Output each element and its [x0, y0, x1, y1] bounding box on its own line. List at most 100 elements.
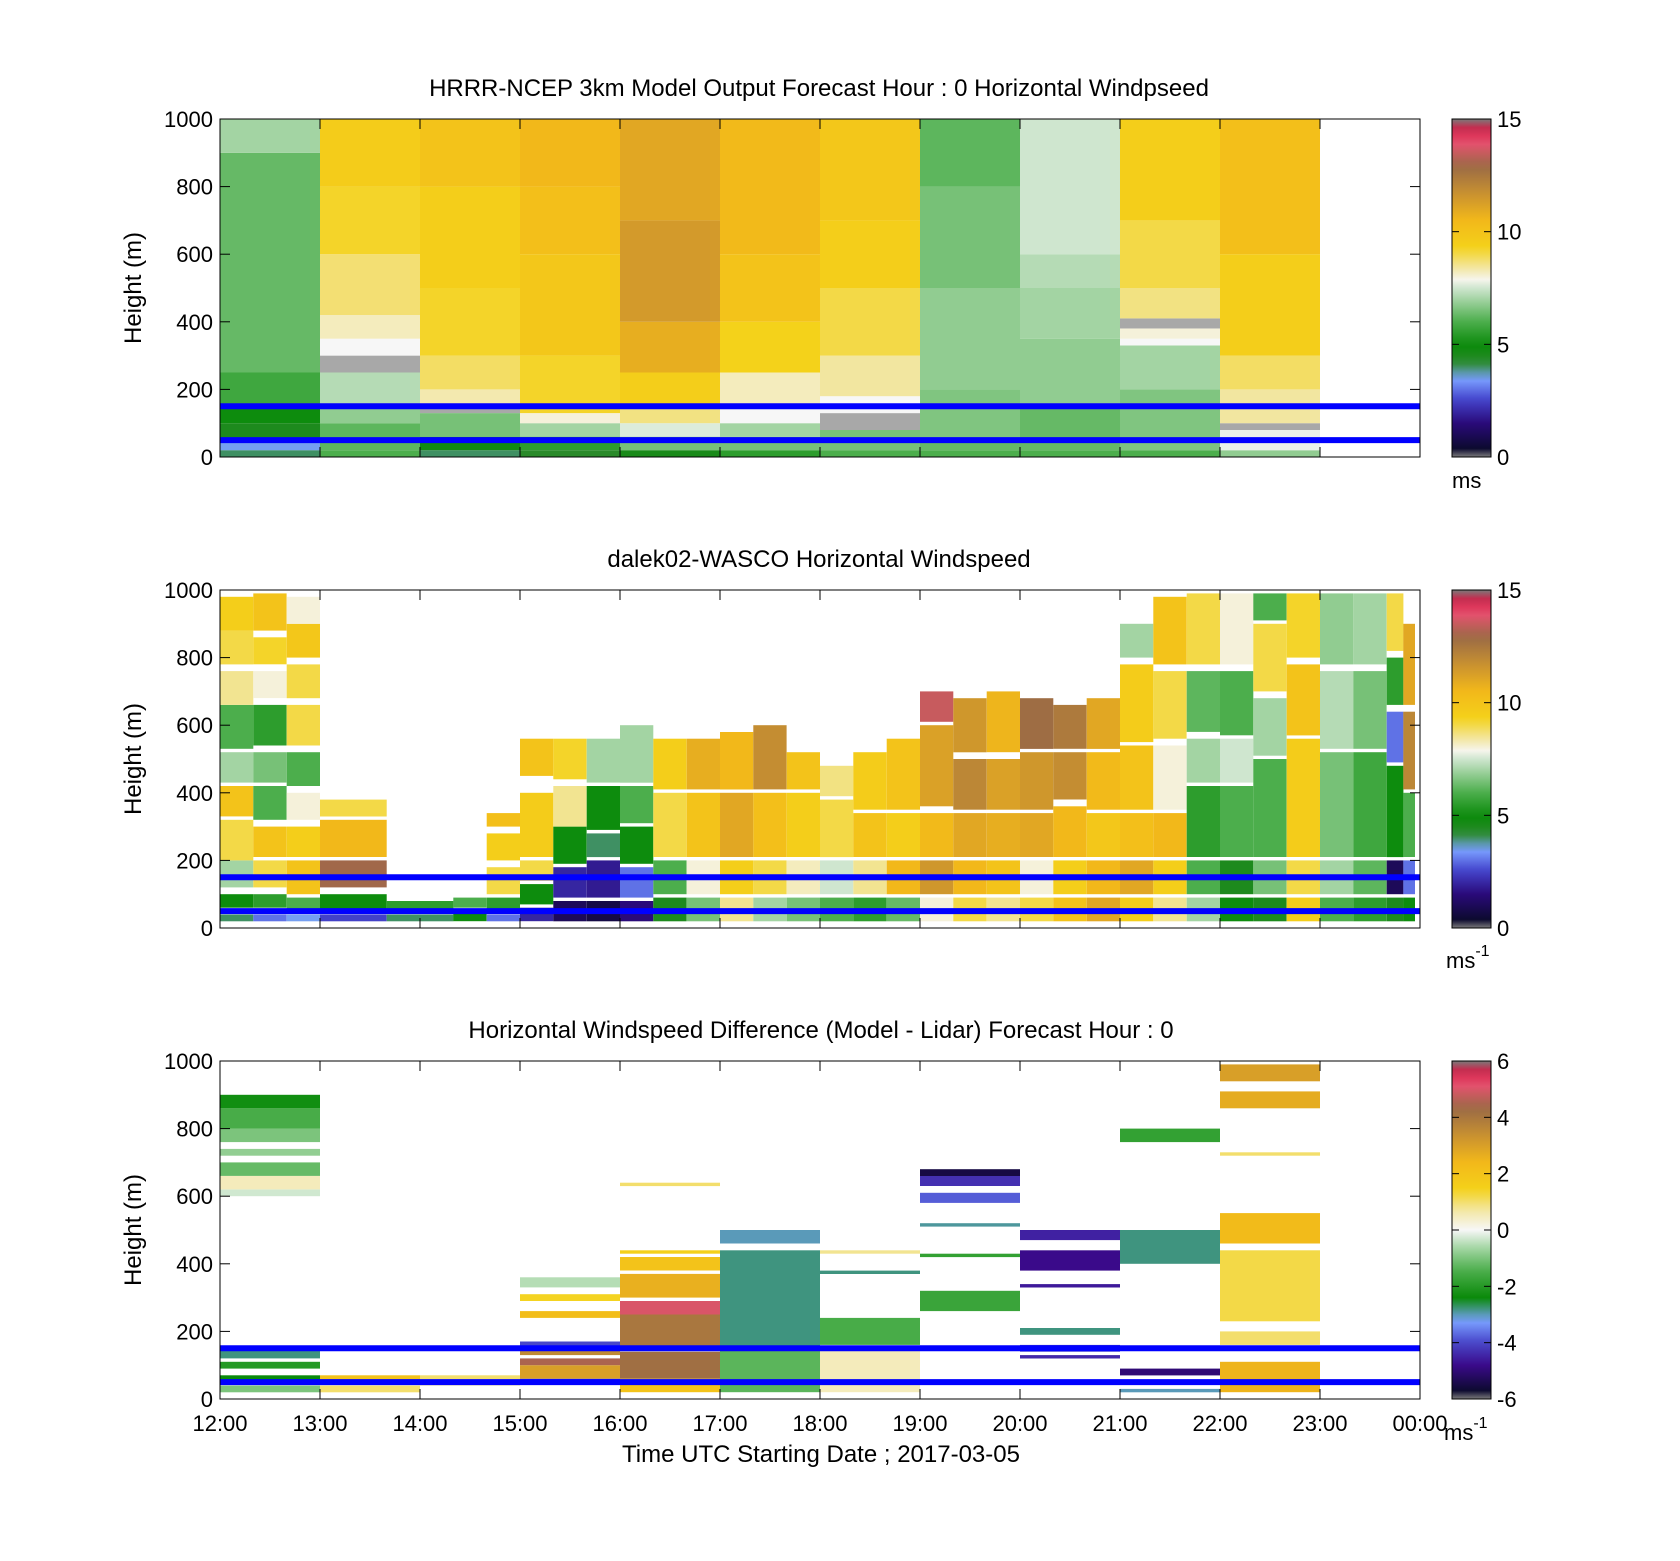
heatmap-cell	[620, 826, 654, 864]
heatmap-cell	[820, 220, 920, 288]
heatmap-cell	[520, 1341, 620, 1349]
heatmap-cell	[620, 372, 720, 407]
heatmap-cell	[1020, 813, 1054, 857]
heatmap-cell	[1220, 254, 1320, 356]
heatmap-cell	[420, 355, 520, 390]
panel-2-y-ticks: 0 200 400 600 800 1000	[164, 578, 1420, 941]
y-tick-label: 600	[176, 713, 213, 738]
heatmap-cell	[1220, 671, 1254, 736]
heatmap-cell	[620, 406, 720, 424]
heatmap-cell	[1403, 623, 1415, 705]
heatmap-cell	[686, 738, 720, 790]
heatmap-cell	[486, 897, 520, 912]
heatmap-cell	[420, 413, 520, 437]
heatmap-cell	[520, 186, 620, 255]
heatmap-cell	[1020, 1328, 1120, 1335]
heatmap-cell	[220, 894, 254, 908]
colorbar-tick-label: -4	[1497, 1331, 1517, 1356]
y-tick-label: 200	[176, 1319, 213, 1344]
heatmap-cell	[1220, 355, 1320, 390]
colorbar-tick-label: 6	[1497, 1049, 1509, 1074]
panel-1-title: HRRR-NCEP 3km Model Output Forecast Hour…	[429, 75, 1209, 102]
heatmap-cell	[420, 288, 520, 356]
heatmap-cell	[820, 355, 920, 397]
heatmap-cell	[1053, 806, 1087, 857]
heatmap-cell	[286, 623, 320, 658]
heatmap-cell	[620, 119, 720, 221]
x-tick-label: 18:00	[792, 1411, 847, 1436]
heatmap-cell	[920, 288, 1020, 390]
heatmap-cell	[1403, 711, 1415, 790]
heatmap-cell	[420, 119, 520, 187]
colorbar-tick-label: -6	[1497, 1387, 1517, 1412]
heatmap-cell	[253, 894, 287, 908]
heatmap-cell	[1253, 759, 1287, 857]
heatmap-cell	[553, 786, 587, 827]
heatmap-cell	[920, 691, 954, 722]
panel-3-title: Horizontal Windspeed Difference (Model -…	[468, 1017, 1173, 1044]
heatmap-cell	[220, 450, 320, 457]
heatmap-cell	[820, 765, 854, 797]
heatmap-cell	[253, 826, 287, 857]
heatmap-cell	[1020, 1250, 1120, 1271]
heatmap-cell	[620, 1301, 720, 1315]
heatmap-cell	[720, 1230, 820, 1244]
heatmap-cell	[1020, 119, 1120, 255]
heatmap-cell	[1220, 450, 1320, 457]
heatmap-cell	[920, 1192, 1020, 1203]
panel-3-x-ticks: 12:00 13:00 14:00 15:00 16:00 17:00 18:00 19:00…	[192, 1061, 1448, 1436]
x-tick-label: 12:00	[192, 1411, 247, 1436]
colorbar-tick-label: 2	[1497, 1162, 1509, 1187]
heatmap-cell	[953, 698, 987, 753]
heatmap-cell	[920, 186, 1020, 288]
heatmap-cell	[1120, 1230, 1220, 1264]
heatmap-cell	[1120, 1128, 1220, 1143]
heatmap-cell	[786, 792, 820, 857]
heatmap-cell	[1220, 1213, 1320, 1244]
heatmap-cell	[220, 1385, 320, 1393]
heatmap-cell	[220, 1162, 320, 1176]
heatmap-cell	[920, 1253, 1020, 1258]
heatmap-cell	[1386, 711, 1404, 763]
colorbar-tick-label: -2	[1497, 1274, 1517, 1299]
heatmap-cell	[1120, 119, 1220, 221]
heatmap-cell	[220, 1094, 320, 1109]
heatmap-cell	[586, 833, 620, 858]
heatmap-cell	[1403, 792, 1415, 857]
heatmap-cell	[520, 450, 620, 457]
heatmap-cell	[920, 1169, 1020, 1176]
x-tick-label: 16:00	[592, 1411, 647, 1436]
heatmap-cell	[220, 1175, 320, 1190]
colorbar-tick-label: 10	[1497, 691, 1521, 716]
heatmap-cell	[720, 792, 754, 857]
heatmap-cell	[386, 901, 454, 912]
heatmap-cell	[486, 867, 520, 895]
heatmap-cell	[1286, 738, 1320, 857]
heatmap-cell	[220, 860, 254, 888]
heatmap-cell	[1220, 1331, 1320, 1345]
heatmap-cell	[1120, 288, 1220, 319]
heatmap-cell	[420, 389, 520, 407]
heatmap-cell	[620, 1182, 720, 1187]
heatmap-cell	[1120, 1388, 1220, 1393]
heatmap-cell	[520, 1277, 620, 1288]
heatmap-cell	[1120, 328, 1220, 339]
heatmap-cell	[286, 914, 320, 922]
y-tick-label: 0	[201, 1387, 213, 1412]
heatmap-cell	[286, 704, 320, 746]
panel-3-y-ticks: 0 200 400 600 800 1000	[164, 1049, 1420, 1412]
heatmap-cell	[1086, 752, 1120, 810]
heatmap-cell	[620, 786, 654, 824]
heatmap-cell	[420, 450, 520, 457]
heatmap-cell	[620, 1273, 720, 1298]
y-tick-label: 1000	[164, 1049, 213, 1074]
heatmap-cell	[286, 664, 320, 699]
panel-3-reference-lines	[220, 1345, 1420, 1386]
heatmap-cell	[453, 911, 487, 922]
heatmap-cell	[820, 1250, 920, 1254]
heatmap-cell	[220, 596, 254, 631]
panel-1-y-ticks: 0 200 400 600 800 1000	[164, 107, 1420, 470]
heatmap-cell	[220, 1108, 320, 1129]
heatmap-cell	[320, 406, 420, 424]
heatmap-cell	[286, 596, 320, 624]
